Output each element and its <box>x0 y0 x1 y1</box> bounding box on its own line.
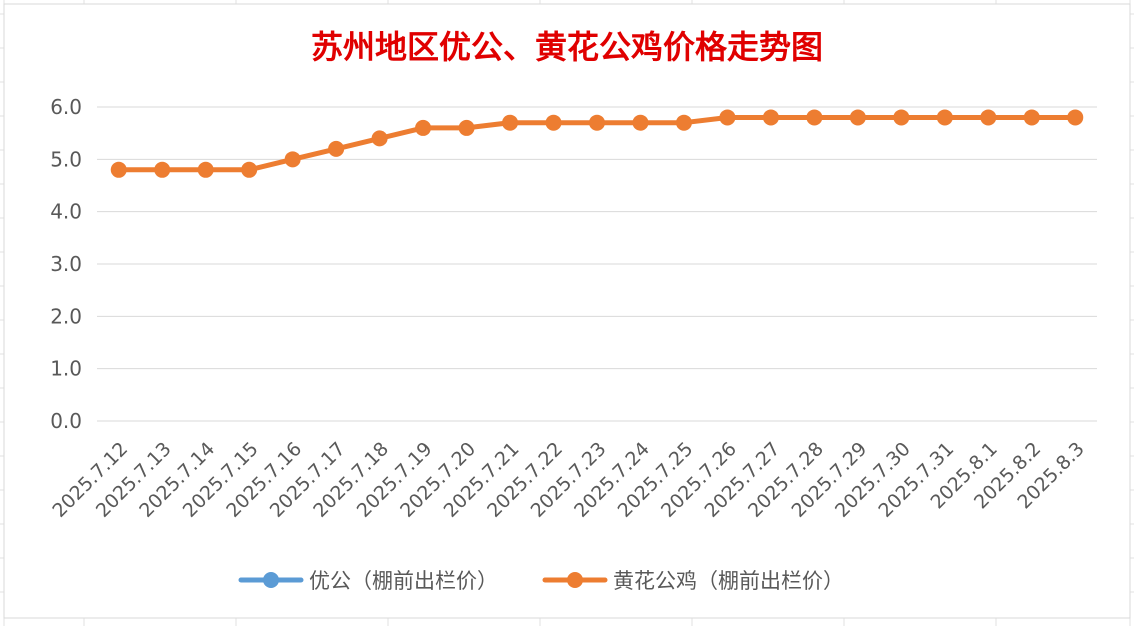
data-point[interactable] <box>893 109 910 126</box>
data-point[interactable] <box>936 109 953 126</box>
data-point[interactable] <box>719 109 736 126</box>
data-point[interactable] <box>328 140 345 157</box>
data-point[interactable] <box>110 161 127 178</box>
legend-label: 优公（棚前出栏价） <box>309 569 498 593</box>
data-point[interactable] <box>806 109 823 126</box>
legend-item-huanghua-gongji[interactable]: 黄花公鸡（棚前出栏价） <box>542 569 844 593</box>
chart-frame[interactable] <box>3 3 1131 619</box>
legend-label: 黄花公鸡（棚前出栏价） <box>613 569 844 593</box>
series-layer[interactable] <box>110 109 1084 178</box>
y-axis-ticks: 0.0 1.0 2.0 3.0 4.0 5.0 6.0 <box>50 95 82 433</box>
legend-marker-icon <box>263 572 279 588</box>
y-tick-label: 6.0 <box>50 95 82 119</box>
data-point[interactable] <box>154 161 171 178</box>
data-point[interactable] <box>284 151 301 168</box>
data-point[interactable] <box>675 114 692 131</box>
data-point[interactable] <box>502 114 519 131</box>
y-tick-label: 2.0 <box>50 304 82 328</box>
data-point[interactable] <box>632 114 649 131</box>
y-tick-label: 1.0 <box>50 357 82 381</box>
series-1[interactable] <box>110 109 1084 178</box>
data-point[interactable] <box>589 114 605 131</box>
chart-title[interactable]: 苏州地区优公、黄花公鸡价格走势图 <box>311 28 823 66</box>
legend-marker-icon <box>567 572 583 588</box>
data-point[interactable] <box>545 114 562 131</box>
data-point[interactable] <box>1023 109 1040 126</box>
data-point[interactable] <box>197 161 214 178</box>
data-point[interactable] <box>849 109 866 126</box>
data-point[interactable] <box>1067 109 1084 126</box>
y-tick-label: 4.0 <box>50 200 82 224</box>
y-tick-label: 0.0 <box>50 409 82 433</box>
data-point[interactable] <box>241 161 258 178</box>
y-tick-label: 3.0 <box>50 252 82 276</box>
data-point[interactable] <box>980 109 997 126</box>
legend[interactable]: 优公（棚前出栏价） 黄花公鸡（棚前出栏价） <box>238 569 844 593</box>
data-point[interactable] <box>371 130 388 147</box>
legend-item-youngong[interactable]: 优公（棚前出栏价） <box>238 569 498 593</box>
data-point[interactable] <box>762 109 779 126</box>
y-tick-label: 5.0 <box>50 147 82 171</box>
data-point[interactable] <box>415 119 432 136</box>
gridlines <box>97 106 1097 422</box>
data-point[interactable] <box>458 119 475 136</box>
